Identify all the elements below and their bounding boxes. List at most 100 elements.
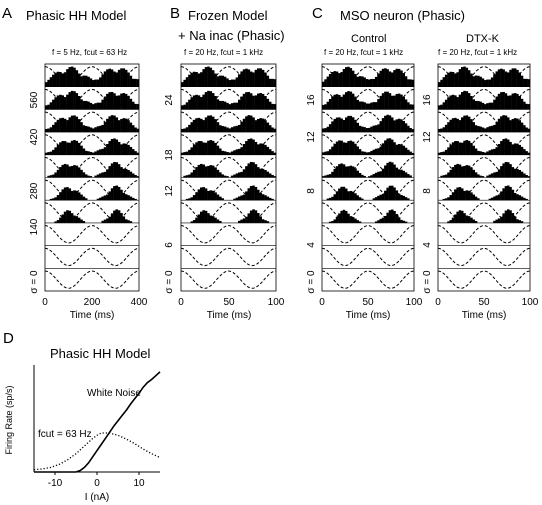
histogram-bar: [245, 116, 248, 133]
histogram-bar: [438, 82, 441, 87]
histogram-bar: [497, 169, 501, 178]
histogram-bar: [347, 141, 350, 155]
histogram-bar: [226, 176, 229, 178]
histogram-bar: [393, 95, 396, 110]
stimulus-sinusoid: [321, 247, 415, 267]
histogram-bar: [264, 220, 267, 223]
histogram-bar: [365, 103, 369, 110]
histogram-bar: [106, 144, 109, 155]
histogram-bar: [335, 166, 339, 178]
histogram-bar: [472, 145, 475, 155]
histogram-bar: [527, 176, 531, 178]
histogram-bar: [134, 175, 137, 178]
histogram-bar: [96, 174, 100, 178]
histogram-bar: [70, 165, 74, 178]
histogram-bar: [266, 98, 270, 110]
histogram-bar: [254, 120, 258, 133]
histogram-bar: [328, 197, 332, 201]
histogram-bar: [388, 71, 392, 87]
histogram-bar: [511, 68, 515, 87]
histogram-bar: [89, 151, 93, 155]
histogram-bar: [207, 213, 210, 223]
histogram-bar: [456, 187, 459, 201]
histogram-bar: [472, 194, 475, 201]
histogram-bar: [488, 126, 492, 133]
histogram-bar: [108, 92, 111, 110]
histogram-bar: [322, 81, 325, 87]
histogram-bar: [59, 142, 62, 155]
panel-c-control-subtitle: f = 20 Hz, fcut = 1 kHz: [324, 48, 403, 57]
stimulus-sinusoid: [437, 247, 531, 267]
histogram-bar: [235, 77, 239, 87]
histogram-bar: [70, 66, 74, 87]
histogram-bar: [195, 217, 198, 223]
histogram-bar: [252, 95, 255, 110]
histogram-bar: [238, 148, 241, 155]
histogram-bar: [363, 151, 366, 155]
histogram-bar: [120, 213, 123, 223]
histogram-bar: [247, 213, 251, 223]
histogram-bar: [87, 175, 90, 178]
histogram-bar: [257, 93, 260, 110]
histogram-bar: [477, 150, 480, 155]
histogram-bar: [477, 174, 480, 178]
histogram-bar: [113, 115, 116, 133]
histogram-bar: [518, 195, 521, 201]
histogram-bar: [497, 144, 501, 155]
histogram-bar: [47, 104, 50, 110]
panel-a-ytick-label: σ = 0: [29, 270, 40, 294]
histogram-bar: [266, 122, 270, 133]
stimulus-sinusoid: [180, 270, 277, 289]
histogram-bar: [77, 217, 81, 223]
histogram-bar: [507, 139, 510, 155]
histogram-bar: [188, 174, 191, 178]
histogram-bar: [391, 185, 394, 201]
histogram-bar: [397, 217, 401, 223]
histogram-bar: [221, 126, 224, 133]
histogram-bar: [488, 198, 492, 201]
histogram-bar: [361, 76, 364, 87]
histogram-bar: [185, 102, 189, 110]
histogram-bar: [370, 150, 373, 155]
histogram-bar: [197, 189, 201, 201]
histogram-bar: [458, 120, 462, 133]
histogram-bar: [377, 148, 380, 155]
histogram-bar: [103, 121, 107, 133]
histogram-bar: [328, 221, 332, 223]
histogram-bar: [190, 147, 194, 155]
histogram-bar: [504, 210, 508, 223]
histogram-bar: [502, 91, 505, 110]
histogram-bar: [66, 69, 69, 87]
histogram-bar: [261, 219, 265, 223]
panel-b-title-line-1: Frozen Model: [188, 8, 268, 23]
histogram-bar: [273, 152, 277, 155]
histogram-bar: [223, 175, 227, 178]
histogram-bar: [136, 104, 140, 110]
histogram-bar: [342, 119, 346, 133]
histogram-bar: [209, 165, 213, 178]
histogram-bar: [75, 165, 79, 178]
histogram-bar: [456, 97, 459, 110]
histogram-bar: [214, 192, 217, 201]
histogram-bar: [407, 174, 410, 178]
histogram-bar: [96, 126, 100, 133]
histogram-bar: [451, 142, 455, 155]
histogram-bar: [497, 93, 501, 110]
histogram-bar: [479, 175, 482, 178]
histogram-bar: [207, 190, 210, 201]
panel-b-ytick-label: 18: [164, 149, 175, 161]
panel-letter-a: A: [2, 5, 12, 22]
histogram-bar: [254, 186, 258, 201]
histogram-bar: [129, 122, 133, 133]
histogram-bar: [328, 174, 332, 178]
histogram-bar: [365, 79, 369, 87]
histogram-bar: [249, 161, 253, 178]
histogram-bar: [370, 175, 373, 178]
histogram-bar: [404, 147, 408, 155]
histogram-bar: [481, 176, 485, 178]
histogram-bar: [257, 144, 260, 155]
panel-b-xtick-label: 0: [178, 297, 184, 308]
histogram-bar: [358, 221, 362, 223]
histogram-bar: [479, 126, 482, 133]
histogram-bar: [190, 72, 194, 87]
